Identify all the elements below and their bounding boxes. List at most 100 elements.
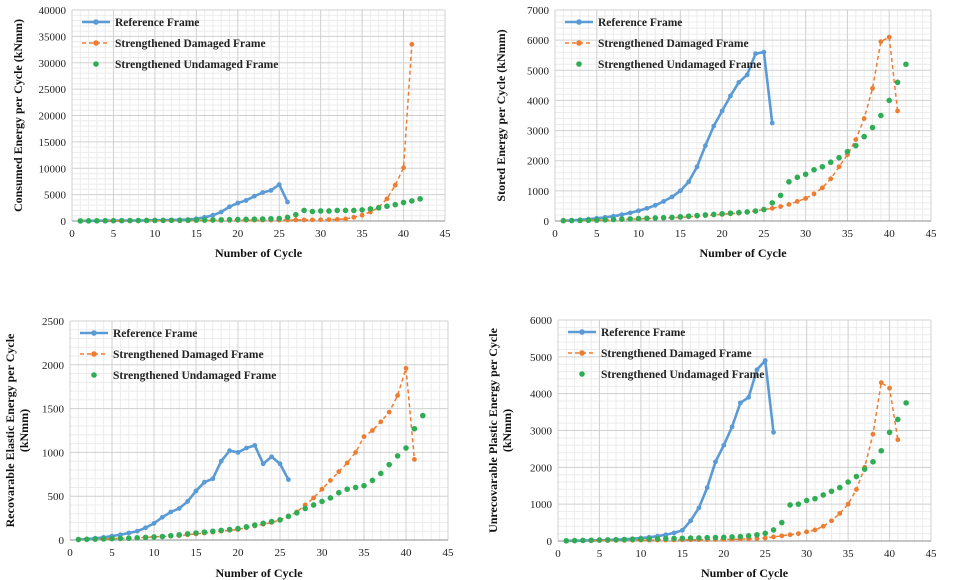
x-axis-title: Number of Cycle (215, 566, 303, 580)
data-point (861, 466, 868, 472)
data-point (719, 210, 725, 217)
data-point (234, 216, 241, 223)
legend-item-reference-frame: Reference Frame (80, 328, 197, 340)
data-point (336, 469, 342, 475)
data-point (636, 208, 641, 214)
data-point (259, 216, 266, 222)
x-tick-label: 40 (401, 547, 413, 559)
data-point (635, 215, 642, 222)
data-point (761, 206, 767, 213)
data-point (252, 522, 258, 528)
series-strengthened-undamaged-frame (77, 196, 423, 224)
data-point (386, 461, 393, 468)
x-tick-label: 0 (67, 547, 73, 559)
data-point (378, 419, 384, 425)
data-point (126, 535, 132, 542)
data-point (795, 531, 801, 537)
data-point (277, 517, 283, 523)
x-tick-label: 20 (717, 228, 729, 240)
data-point (812, 527, 818, 533)
y-axis-title: Consumed Energy per Cycle (kNmm) (11, 19, 25, 212)
data-point (218, 216, 224, 223)
data-point (787, 532, 793, 538)
y-tick-label: 2000 (527, 156, 550, 168)
data-point (769, 120, 775, 126)
data-point (102, 217, 108, 224)
data-point (769, 205, 775, 211)
x-tick-label: 30 (317, 547, 329, 559)
y-tick-label: 2000 (42, 360, 65, 372)
data-point (260, 461, 266, 467)
data-point (702, 212, 709, 218)
data-point (218, 209, 224, 215)
x-tick-label: 20 (718, 548, 730, 560)
data-point (853, 473, 860, 480)
y-axis-title: Recovarable Elastic Energy per Cycle (3, 333, 17, 527)
data-point (176, 217, 183, 224)
data-point (837, 484, 843, 491)
x-tick-label: 40 (398, 228, 410, 240)
chart-consumed-energy-svg: 0 5000 10000 15000 20000 25000 30000 35000 40000… (11, 5, 451, 260)
legend-item-strengthened-undamaged-frame: Strengthened Undamaged Frame (579, 369, 764, 381)
data-point (235, 450, 241, 455)
data-point (621, 536, 628, 543)
x-tick-label: 40 (884, 548, 896, 560)
x-tick-label: 15 (191, 228, 203, 240)
data-point (277, 461, 283, 467)
data-point (878, 112, 884, 119)
x-tick-label: 0 (552, 228, 558, 240)
data-point (344, 460, 350, 466)
y-tick-label: 5000 (44, 190, 67, 202)
data-point (588, 537, 594, 544)
data-point (762, 535, 768, 541)
data-point (327, 495, 334, 501)
data-point (367, 206, 374, 212)
data-point (359, 212, 365, 218)
data-point (629, 536, 636, 543)
data-point (685, 213, 692, 219)
x-tick-label: 40 (884, 228, 896, 240)
data-point (652, 202, 658, 208)
data-point (336, 489, 342, 496)
x-axis-title: Number of Cycle (701, 566, 789, 580)
data-point (94, 217, 100, 224)
y-tick-label: 3000 (530, 426, 553, 438)
data-point (353, 450, 358, 455)
data-point (804, 529, 810, 535)
x-tick-label: 20 (233, 547, 245, 559)
data-point (319, 498, 325, 505)
data-point (318, 217, 324, 223)
data-point (109, 535, 115, 542)
y-tick-label: 500 (48, 491, 65, 503)
data-point (311, 495, 316, 501)
data-point (210, 528, 216, 535)
data-point (185, 217, 191, 224)
data-point (677, 213, 684, 220)
data-point (285, 513, 292, 520)
data-point (878, 380, 884, 386)
y-axis-title: (kNmm) (500, 409, 514, 452)
y-tick-label: 10000 (39, 163, 67, 175)
data-point (696, 505, 702, 511)
data-point (745, 533, 752, 539)
data-point (420, 412, 426, 419)
x-tick-label: 35 (843, 548, 855, 560)
y-tick-label: 20000 (39, 111, 67, 123)
data-point (110, 217, 117, 224)
y-tick-label: 1500 (42, 404, 65, 416)
data-point (361, 482, 367, 489)
legend: Reference Frame Strengthened Damaged Fram… (82, 17, 278, 71)
x-tick-label: 35 (359, 547, 371, 559)
data-point (269, 454, 274, 460)
data-point (771, 429, 776, 435)
data-point (294, 510, 300, 516)
x-tick-label: 10 (149, 228, 161, 240)
data-point (619, 216, 625, 222)
x-tick-label: 30 (315, 228, 327, 240)
data-point (168, 217, 175, 224)
data-point (75, 536, 82, 543)
x-tick-label: 15 (675, 228, 687, 240)
data-point (886, 34, 892, 40)
data-point (770, 527, 777, 533)
data-point (895, 416, 901, 423)
